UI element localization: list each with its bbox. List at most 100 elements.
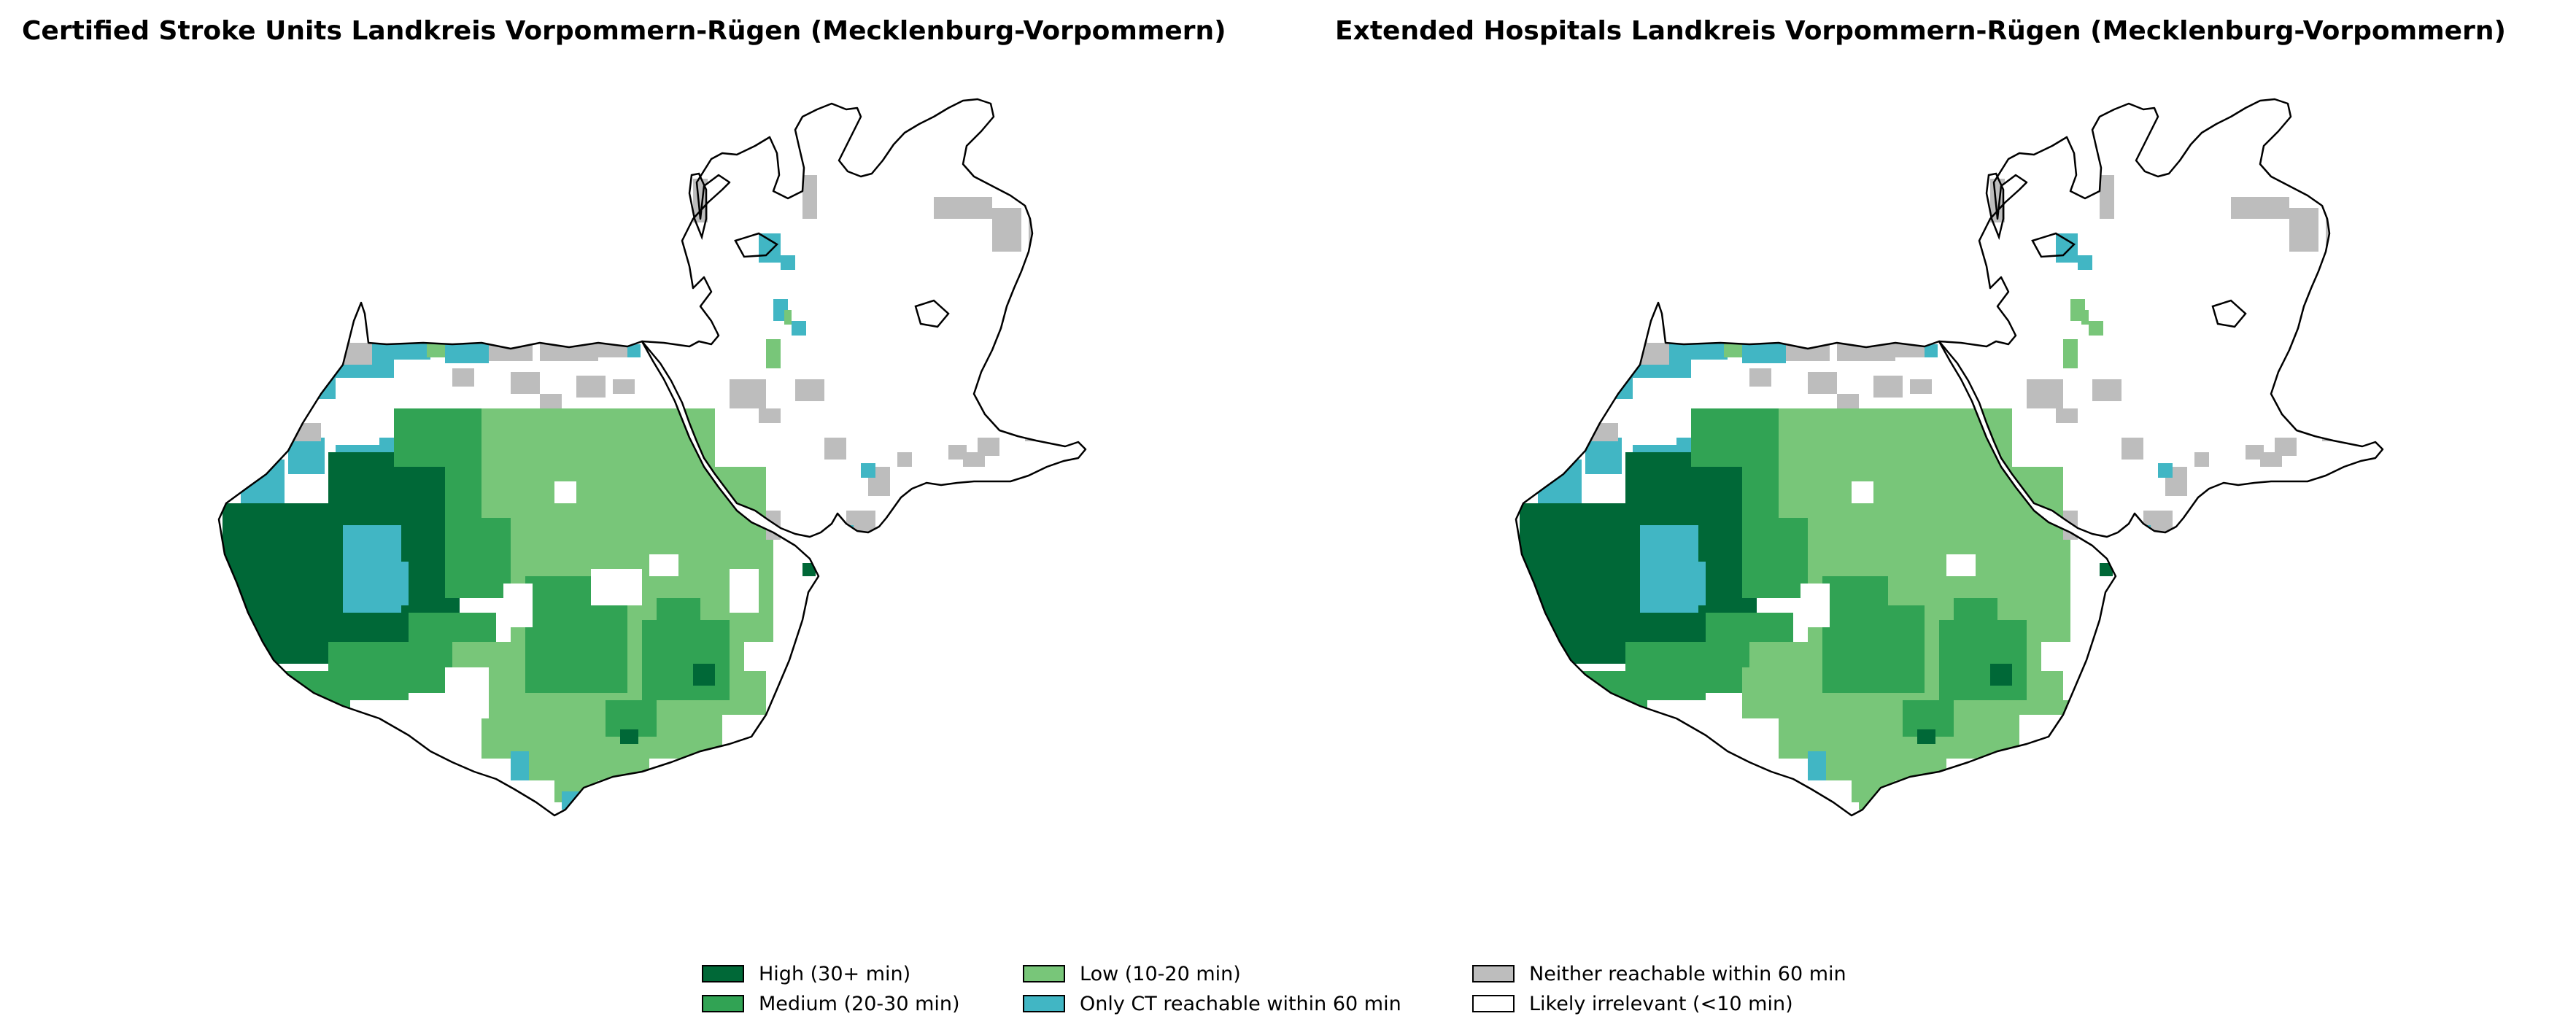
grid-cell-low bbox=[427, 343, 449, 357]
grid-cell-neither bbox=[2231, 197, 2289, 219]
grid-cell-neither bbox=[511, 372, 540, 394]
grid-cell-neither bbox=[1618, 332, 1647, 350]
grid-cell-neither bbox=[2289, 208, 2318, 252]
grid-cell-medium bbox=[657, 598, 700, 642]
grid-cell-low bbox=[2089, 321, 2103, 336]
grid-cell-low bbox=[1724, 343, 1746, 357]
grid-cell-high bbox=[1520, 503, 1629, 664]
grid-cell-irrelevant bbox=[649, 554, 678, 576]
grid-cell-high bbox=[693, 664, 715, 686]
grid-cell-ct-only bbox=[511, 751, 529, 780]
grid-cell-irrelevant bbox=[1801, 584, 1830, 627]
grid-cell-medium bbox=[1691, 408, 1779, 467]
grid-cell-neither bbox=[452, 368, 474, 387]
legend-label-ct-only: Only CT reachable within 60 min bbox=[1080, 992, 1401, 1015]
grid-cell-neither bbox=[2143, 511, 2173, 532]
legend-label-irrelevant: Likely irrelevant (<10 min) bbox=[1529, 992, 1793, 1015]
grid-cell-medium bbox=[1954, 598, 1997, 642]
legend-label-high: High (30+ min) bbox=[759, 962, 911, 985]
legend-item-ct-only: Only CT reachable within 60 min bbox=[1023, 989, 1401, 1018]
grid-cell-neither bbox=[2092, 379, 2121, 401]
grid-cell-irrelevant bbox=[1946, 554, 1976, 576]
grid-cell-neither bbox=[1873, 376, 1903, 398]
grid-cell-ct-only bbox=[1808, 751, 1826, 780]
grid-cell-ct-only bbox=[241, 460, 285, 503]
grid-cell-neither bbox=[1582, 423, 1618, 441]
grid-cell-ct-only bbox=[2158, 463, 2173, 478]
legend-item-low: Low (10-20 min) bbox=[1023, 959, 1241, 988]
grid-cell-low bbox=[1859, 791, 1888, 810]
legend-swatch-irrelevant bbox=[1472, 995, 1515, 1012]
map-title-extended-hospitals: Extended Hospitals Landkreis Vorpommern-… bbox=[1335, 16, 2506, 46]
grid-cell-neither bbox=[2100, 175, 2114, 219]
grid-cell-high bbox=[620, 729, 638, 744]
grid-cell-neither bbox=[730, 379, 766, 408]
grid-cell-ct-only bbox=[759, 233, 781, 263]
grid-cell-neither bbox=[2260, 452, 2282, 467]
ruegen-outline bbox=[1938, 98, 2384, 538]
grid-cell-neither bbox=[1749, 368, 1771, 387]
grid-cell-irrelevant bbox=[503, 584, 533, 627]
grid-cell-irrelevant bbox=[1852, 481, 1873, 503]
grid-cell-low bbox=[2063, 339, 2078, 368]
grid-cell-ct-only bbox=[562, 791, 591, 810]
ruegen-outline bbox=[641, 98, 1087, 538]
mainland-outline bbox=[217, 301, 820, 817]
legend-item-neither: Neither reachable within 60 min bbox=[1472, 959, 1846, 988]
grid-cell-high bbox=[2100, 563, 2113, 576]
islet-outline bbox=[1985, 172, 2005, 241]
grid-cell-neither bbox=[613, 379, 635, 394]
grid-cell-neither bbox=[2311, 379, 2329, 401]
islet-outline bbox=[688, 172, 708, 241]
grid-cell-low bbox=[554, 773, 598, 802]
grid-cell-neither bbox=[897, 452, 912, 467]
grid-cell-irrelevant bbox=[591, 569, 642, 605]
grid-cell-low bbox=[784, 310, 792, 325]
grid-cell-irrelevant bbox=[766, 700, 781, 729]
legend-swatch-neither bbox=[1472, 965, 1515, 982]
grid-cell-ct-only bbox=[1742, 343, 1786, 363]
legend-item-irrelevant: Likely irrelevant (<10 min) bbox=[1472, 989, 1793, 1018]
grid-cell-medium bbox=[394, 408, 481, 467]
legend-swatch-low bbox=[1023, 965, 1065, 982]
grid-cell-ct-only bbox=[1589, 343, 1691, 378]
grid-cell-neither bbox=[948, 445, 967, 460]
grid-cell-irrelevant bbox=[554, 481, 576, 503]
grid-cell-neither bbox=[2027, 379, 2063, 408]
grid-cell-neither bbox=[2121, 438, 2143, 460]
accessibility-grid bbox=[223, 102, 1054, 810]
grid-cell-high bbox=[1917, 729, 1935, 744]
grid-cell-neither bbox=[846, 511, 875, 532]
grid-cell-ct-only bbox=[445, 343, 489, 363]
legend-swatch-ct-only bbox=[1023, 995, 1065, 1012]
grid-cell-neither bbox=[802, 175, 817, 219]
legend-item-high: High (30+ min) bbox=[702, 959, 910, 988]
grid-cell-neither bbox=[934, 197, 992, 219]
grid-cell-neither bbox=[2158, 109, 2169, 124]
grid-cell-ct-only bbox=[792, 321, 806, 336]
grid-cell-ct-only bbox=[861, 463, 875, 478]
grid-cell-neither bbox=[2246, 445, 2264, 460]
grid-cell-ct-only bbox=[2056, 233, 2078, 263]
grid-cell-ct-only bbox=[288, 438, 325, 474]
grid-cell-ct-only bbox=[1585, 438, 1622, 474]
grid-cell-ct-only bbox=[1538, 460, 1582, 503]
grid-cell-neither bbox=[795, 379, 824, 401]
grid-cell-neither bbox=[883, 102, 897, 124]
grid-cell-irrelevant bbox=[730, 569, 759, 613]
grid-cell-ct-only bbox=[627, 344, 641, 357]
grid-cell-low bbox=[2027, 569, 2056, 613]
grid-cell-ct-only bbox=[1925, 344, 1938, 357]
grid-cell-neither bbox=[1014, 379, 1032, 401]
grid-cell-neither bbox=[1837, 343, 1895, 361]
grid-cell-neither bbox=[321, 332, 350, 350]
grid-cell-neither bbox=[2180, 102, 2194, 124]
legend-label-neither: Neither reachable within 60 min bbox=[1529, 962, 1846, 985]
grid-cell-low bbox=[766, 339, 781, 368]
grid-cell-neither bbox=[992, 208, 1021, 252]
grid-cell-neither bbox=[285, 423, 321, 441]
legend-swatch-high bbox=[702, 965, 744, 982]
map-panel-certified-stroke-units bbox=[217, 98, 1087, 817]
grid-cell-neither bbox=[576, 376, 606, 398]
islet-outline bbox=[2211, 299, 2247, 328]
